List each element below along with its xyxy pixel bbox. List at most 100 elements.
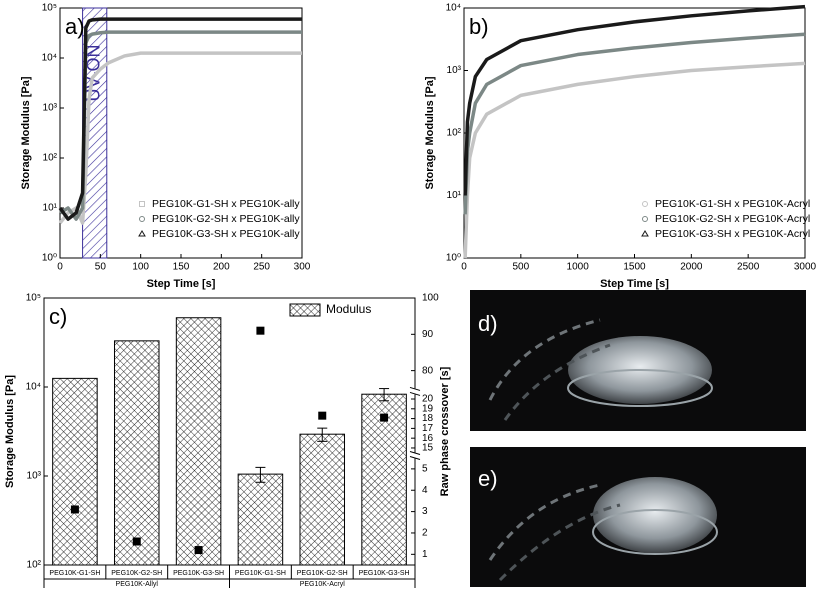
- panel-label: a): [65, 14, 85, 39]
- crossover-point: [380, 413, 389, 422]
- photo-d: [470, 290, 806, 431]
- y2-tick-label: 15: [422, 443, 434, 454]
- y-tick-label: 10¹: [447, 190, 462, 201]
- y2-tick-label: 2: [422, 528, 428, 539]
- y-axis-label: Storage Modulus [Pa]: [424, 76, 436, 189]
- y-tick-label: 10²: [447, 128, 462, 139]
- axis-break: [409, 391, 421, 396]
- error-bar: [255, 466, 266, 483]
- bar: [113, 340, 160, 566]
- y2-tick-label: 90: [422, 329, 434, 340]
- y-tick-label: 10⁴: [446, 3, 461, 14]
- legend-label: PEG10K-G3-SH x PEG10K-Acryl: [655, 228, 810, 240]
- series-line: [463, 32, 806, 215]
- y2-tick-label: 5: [422, 464, 428, 475]
- x-tick-label: PEG10K-G1-SH: [235, 570, 286, 577]
- crossover-point: [194, 546, 203, 555]
- x-tick-label: PEG10K-G3-SH: [359, 570, 410, 577]
- series-line: [58, 17, 302, 221]
- series-line: [59, 30, 302, 221]
- bar: [361, 393, 407, 566]
- legend-label: PEG10K-G2-SH x PEG10K-Acryl: [655, 213, 810, 225]
- y-tick-label: 10³: [27, 471, 42, 482]
- legend-marker: [642, 216, 648, 222]
- panel-label: c): [49, 304, 67, 329]
- bar: [175, 317, 222, 566]
- axis-break: [409, 456, 421, 461]
- y2-tick-label: 4: [422, 485, 428, 496]
- x-tick-label: 100: [132, 262, 149, 273]
- y2-tick-label: 20: [422, 394, 434, 405]
- y-tick-label: 10⁴: [26, 382, 41, 393]
- axis-break: [411, 452, 419, 459]
- x-tick-label: PEG10K-G2-SH: [111, 570, 162, 577]
- panel-label: e): [478, 466, 498, 491]
- y-tick-label: 10⁵: [26, 293, 41, 304]
- legend-label: PEG10K-G1-SH x PEG10K-Acryl: [655, 198, 810, 210]
- series-line: [463, 4, 806, 196]
- plot-frame: [43, 297, 416, 566]
- series-line: [463, 61, 806, 259]
- group-label: PEG10K-Acryl: [300, 581, 346, 588]
- legend-marker: [138, 230, 146, 237]
- panel-label: d): [478, 311, 498, 336]
- x-tick-label: 150: [173, 262, 190, 273]
- y-tick-label: 10²: [27, 560, 42, 571]
- legend-marker: [139, 201, 145, 207]
- y2-tick-label: 19: [422, 403, 434, 414]
- legend-swatch: [289, 303, 321, 317]
- x-tick-label: PEG10K-G3-SH: [173, 570, 224, 577]
- crossover-point: [70, 505, 79, 514]
- y2-tick-label: 17: [422, 423, 434, 434]
- x-tick-label: 0: [461, 262, 467, 273]
- x-tick-label: 3000: [794, 262, 817, 273]
- bar: [299, 433, 346, 566]
- axis-break: [411, 388, 419, 395]
- panel-label: b): [469, 14, 489, 39]
- x-tick-label: 1000: [567, 262, 590, 273]
- error-bar: [379, 388, 390, 402]
- crossover-point: [256, 326, 265, 335]
- y-tick-label: 10⁰: [42, 253, 57, 264]
- y-tick-label: 10²: [43, 153, 58, 164]
- y-tick-label: 10³: [43, 103, 58, 114]
- y2-tick-label: 3: [422, 506, 428, 517]
- x-tick-label: 200: [213, 262, 230, 273]
- group-label: PEG10K-Allyl: [116, 581, 159, 588]
- y2-tick-label: 18: [422, 413, 434, 424]
- y-tick-label: 10⁰: [446, 253, 461, 264]
- x-tick-label: PEG10K-G2-SH: [297, 570, 348, 577]
- legend-marker: [641, 230, 649, 237]
- uv-label: UV-ON: [83, 44, 103, 101]
- x-tick-label: 1500: [623, 262, 646, 273]
- y2-tick-label: 100: [422, 293, 439, 304]
- axis-break: [409, 386, 421, 391]
- legend-marker: [642, 201, 648, 207]
- y-tick-label: 10⁴: [42, 53, 57, 64]
- y2-tick-label: 16: [422, 433, 434, 444]
- y2-tick-label: 1: [422, 549, 428, 560]
- crossover-point: [318, 411, 327, 420]
- x-tick-label: PEG10K-G1-SH: [49, 570, 100, 577]
- bar: [52, 377, 98, 566]
- legend-label: PEG10K-G3-SH x PEG10K-ally: [152, 228, 300, 240]
- y-axis-label: Storage Modulus [Pa]: [4, 375, 16, 488]
- bar: [237, 473, 284, 566]
- photo-e: [470, 447, 806, 587]
- legend-label: PEG10K-G2-SH x PEG10K-ally: [152, 213, 300, 225]
- error-bar: [317, 427, 328, 442]
- y-tick-label: 10⁵: [42, 3, 57, 14]
- y-axis-label: Storage Modulus [Pa]: [20, 76, 32, 189]
- legend-marker: [139, 216, 145, 222]
- x-tick-label: 500: [512, 262, 529, 273]
- x-tick-label: 50: [95, 262, 107, 273]
- x-tick-label: 250: [253, 262, 270, 273]
- x-tick-label: 2500: [737, 262, 760, 273]
- legend-label: PEG10K-G1-SH x PEG10K-ally: [152, 198, 300, 210]
- x-tick-label: 2000: [680, 262, 703, 273]
- y-tick-label: 10³: [447, 65, 462, 76]
- crossover-point: [132, 537, 141, 546]
- x-tick-label: 300: [294, 262, 311, 273]
- axis-break: [409, 451, 421, 456]
